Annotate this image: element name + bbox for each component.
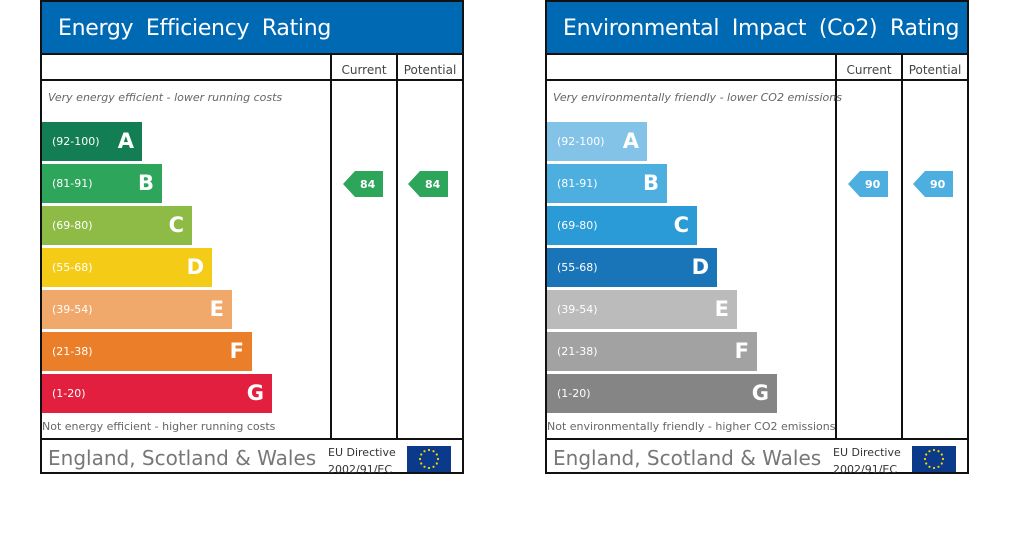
- band-f: (21-38) F: [547, 332, 757, 371]
- band-range: (69-80): [52, 219, 93, 232]
- chart-title: Energy Efficiency Rating: [42, 2, 462, 55]
- eu-directive-line: 2002/91/EC: [328, 463, 393, 476]
- column-band-header: [547, 55, 837, 81]
- band-range: (39-54): [557, 303, 598, 316]
- column-current-header: Current: [837, 55, 901, 81]
- band-letter: G: [751, 381, 769, 405]
- band-range: (55-68): [52, 261, 93, 274]
- top-note: Very environmentally friendly - lower CO…: [553, 91, 842, 104]
- band-d: (55-68) D: [42, 248, 212, 287]
- band-range: (21-38): [52, 345, 93, 358]
- eu-flag-icon: [407, 446, 451, 472]
- band-e: (39-54) E: [547, 290, 737, 329]
- divider: [396, 55, 398, 440]
- band-letter: E: [714, 297, 729, 321]
- eu-directive: EU Directive 2002/91/EC: [833, 444, 901, 478]
- footer-divider: [42, 438, 462, 440]
- column-current-header: Current: [332, 55, 396, 81]
- top-note: Very energy efficient - lower running co…: [48, 91, 283, 104]
- band-letter: C: [168, 213, 184, 237]
- band-letter: F: [734, 339, 749, 363]
- band-range: (55-68): [557, 261, 598, 274]
- band-a: (92-100) A: [42, 122, 142, 161]
- environmental-impact-chart: Environmental Impact (Co2) Rating Curren…: [545, 0, 969, 476]
- band-letter: C: [673, 213, 689, 237]
- band-letter: A: [117, 129, 134, 153]
- band-letter: A: [622, 129, 639, 153]
- band-b: (81-91) B: [547, 164, 667, 203]
- band-letter: F: [229, 339, 244, 363]
- region-label: England, Scotland & Wales: [48, 446, 317, 470]
- divider: [835, 55, 837, 440]
- column-band-header: [42, 55, 332, 81]
- region-label: England, Scotland & Wales: [553, 446, 822, 470]
- band-range: (69-80): [557, 219, 598, 232]
- band-range: (1-20): [557, 387, 591, 400]
- eu-flag-icon: [912, 446, 956, 472]
- band-c: (69-80) C: [42, 206, 192, 245]
- band-g: (1-20) G: [42, 374, 272, 413]
- band-range: (81-91): [52, 177, 93, 190]
- band-f: (21-38) F: [42, 332, 252, 371]
- band-letter: E: [209, 297, 224, 321]
- band-range: (92-100): [52, 135, 100, 148]
- column-potential-header: Potential: [903, 55, 967, 81]
- band-letter: G: [246, 381, 264, 405]
- column-potential-header: Potential: [398, 55, 462, 81]
- band-letter: B: [642, 171, 659, 195]
- band-letter: B: [137, 171, 154, 195]
- footer-divider: [547, 438, 967, 440]
- bottom-note: Not energy efficient - higher running co…: [42, 420, 276, 433]
- divider: [330, 55, 332, 440]
- band-range: (92-100): [557, 135, 605, 148]
- energy-efficiency-chart: Energy Efficiency Rating Current Potenti…: [40, 0, 464, 476]
- potential-rating-arrow: 90: [913, 171, 953, 197]
- eu-directive-line: EU Directive: [833, 446, 901, 459]
- band-range: (39-54): [52, 303, 93, 316]
- band-a: (92-100) A: [547, 122, 647, 161]
- band-letter: D: [691, 255, 709, 279]
- band-e: (39-54) E: [42, 290, 232, 329]
- band-c: (69-80) C: [547, 206, 697, 245]
- band-d: (55-68) D: [547, 248, 717, 287]
- eu-directive-line: EU Directive: [328, 446, 396, 459]
- band-b: (81-91) B: [42, 164, 162, 203]
- chart-title: Environmental Impact (Co2) Rating: [547, 2, 967, 55]
- current-rating-arrow: 90: [848, 171, 888, 197]
- band-range: (81-91): [557, 177, 598, 190]
- divider: [901, 55, 903, 440]
- potential-rating-arrow: 84: [408, 171, 448, 197]
- band-letter: D: [186, 255, 204, 279]
- eu-directive-line: 2002/91/EC: [833, 463, 898, 476]
- band-range: (1-20): [52, 387, 86, 400]
- bottom-note: Not environmentally friendly - higher CO…: [547, 420, 836, 433]
- eu-directive: EU Directive 2002/91/EC: [328, 444, 396, 478]
- band-g: (1-20) G: [547, 374, 777, 413]
- current-rating-arrow: 84: [343, 171, 383, 197]
- band-range: (21-38): [557, 345, 598, 358]
